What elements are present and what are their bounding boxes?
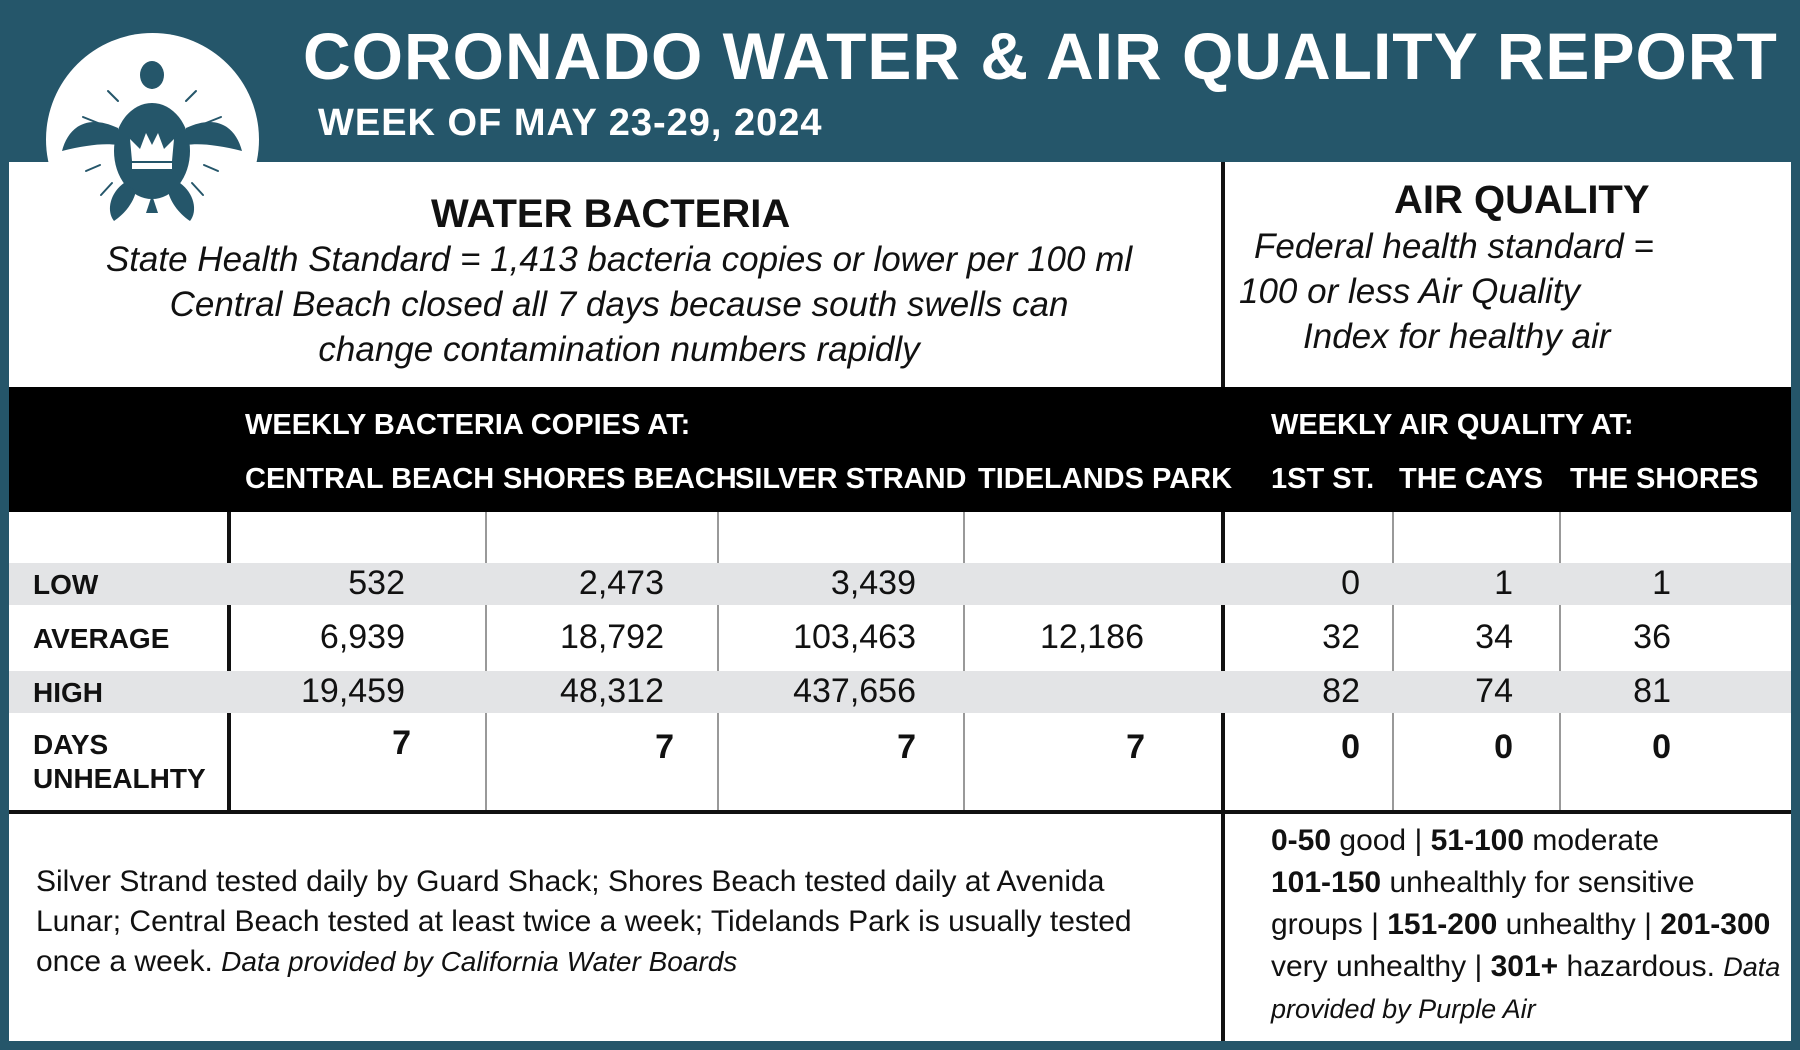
aqi-range-unhealthy: 151-200 — [1387, 908, 1498, 941]
report-panel: WATER BACTERIA State Health Standard = 1… — [9, 162, 1791, 1041]
cell-avg-1st: 32 — [1322, 618, 1360, 656]
aqi-range-moderate: 51-100 — [1430, 824, 1525, 857]
row-label-days-unhealthy: DAYS UNHEALHTY — [33, 728, 206, 796]
cell-high-cays: 74 — [1475, 672, 1513, 710]
col-1st-st: 1ST ST. — [1271, 463, 1375, 495]
turtle-crown-logo — [46, 33, 259, 246]
report-title: CORONADO WATER & AIR QUALITY REPORT — [303, 19, 1778, 93]
air-standard-line3: Index for healthy air — [1303, 317, 1611, 356]
cell-low-shores: 2,473 — [578, 564, 664, 602]
aqi-label-unhealthy: unhealthy | — [1497, 908, 1661, 941]
col-divider-4 — [1392, 512, 1394, 812]
water-standard-text: State Health Standard = 1,413 bacteria c… — [23, 237, 1215, 372]
col-silver-strand: SILVER STRAND — [735, 463, 967, 495]
cell-days-shores: 7 — [655, 728, 674, 766]
cell-high-shores: 48,312 — [560, 672, 664, 710]
row-label-days: DAYS — [33, 729, 109, 760]
report-week: WEEK OF MAY 23-29, 2024 — [318, 102, 823, 144]
cell-avg-silver: 103,463 — [793, 618, 916, 656]
cell-avg-tidelands: 12,186 — [1040, 618, 1144, 656]
cell-days-central: 7 — [392, 724, 411, 762]
col-the-shores: THE SHORES — [1570, 463, 1759, 495]
cell-days-silver: 7 — [897, 728, 916, 766]
col-divider-5 — [1559, 512, 1561, 812]
cell-high-shores-air: 81 — [1633, 672, 1671, 710]
col-central-beach: CENTRAL BEACH — [245, 463, 495, 495]
aqi-range-good: 0-50 — [1271, 824, 1332, 857]
col-divider-2 — [717, 512, 719, 812]
water-band-title: WEEKLY BACTERIA COPIES AT: — [245, 409, 691, 441]
col-divider-3 — [963, 512, 965, 812]
cell-low-1st: 0 — [1341, 564, 1360, 602]
low-row-stripe — [9, 563, 1791, 605]
cell-days-tidelands: 7 — [1126, 728, 1145, 766]
row-label-unhealthy: UNHEALHTY — [33, 763, 206, 794]
air-data-source: Data provided by Purple Air — [1271, 952, 1781, 1024]
row-label-average: AVERAGE — [33, 623, 170, 654]
water-data-source: Data provided by California Water Boards — [221, 946, 738, 977]
cell-avg-shores-air: 36 — [1633, 618, 1671, 656]
cell-low-cays: 1 — [1494, 564, 1513, 602]
cell-low-central: 532 — [348, 564, 405, 602]
water-standard-line2: Central Beach closed all 7 days because … — [169, 285, 1069, 324]
cell-days-shores-air: 0 — [1652, 728, 1671, 766]
high-row-stripe — [9, 671, 1791, 713]
cell-high-1st: 82 — [1322, 672, 1360, 710]
aqi-range-very-unhealthy: 201-300 — [1660, 908, 1771, 941]
table-bottom-rule — [9, 810, 1791, 814]
air-standard-text: Federal health standard = 100 or less Ai… — [1239, 224, 1654, 359]
aqi-label-very-unhealthy: very unhealthy | — [1271, 950, 1491, 983]
cell-low-silver: 3,439 — [830, 564, 916, 602]
air-standard-line2: 100 or less Air Quality — [1239, 272, 1581, 311]
cell-avg-cays: 34 — [1475, 618, 1513, 656]
cell-low-shores-air: 1 — [1652, 564, 1671, 602]
aqi-label-hazardous: hazardous. — [1558, 950, 1724, 983]
water-footnote-text: Silver Strand tested daily by Guard Shac… — [36, 865, 1132, 978]
water-heading: WATER BACTERIA — [431, 192, 791, 236]
col-tidelands-park: TIDELANDS PARK — [978, 463, 1233, 495]
turtle-icon — [62, 61, 242, 221]
cell-days-cays: 0 — [1494, 728, 1513, 766]
water-standard-line3: change contamination numbers rapidly — [318, 330, 920, 369]
aqi-label-good: good | — [1331, 824, 1431, 857]
cell-avg-central: 6,939 — [319, 618, 405, 656]
cell-high-central: 19,459 — [301, 672, 405, 710]
cell-avg-shores: 18,792 — [560, 618, 664, 656]
air-standard-line1: Federal health standard = — [1254, 227, 1654, 266]
water-footnote: Silver Strand tested daily by Guard Shac… — [36, 862, 1196, 982]
aqi-label-moderate: moderate — [1524, 824, 1660, 857]
aqi-range-hazardous: 301+ — [1490, 950, 1559, 983]
col-divider-1 — [485, 512, 487, 812]
aqi-legend: 0-50 good | 51-100 moderate 101-150 unhe… — [1271, 820, 1781, 1030]
cell-days-1st: 0 — [1341, 728, 1360, 766]
row-label-high: HIGH — [33, 677, 103, 708]
col-the-cays: THE CAYS — [1399, 463, 1543, 495]
water-standard-line1: State Health Standard = 1,413 bacteria c… — [105, 240, 1133, 279]
table-header-band: WEEKLY BACTERIA COPIES AT: CENTRAL BEACH… — [9, 387, 1791, 512]
col-shores-beach: SHORES BEACH — [503, 463, 737, 495]
aqi-range-sensitive: 101-150 — [1271, 866, 1382, 899]
cell-high-silver: 437,656 — [793, 672, 916, 710]
aqi-label-sensitive: unhealthly for sensitive groups | — [1271, 866, 1695, 941]
air-band-title: WEEKLY AIR QUALITY AT: — [1271, 409, 1634, 441]
air-heading: AIR QUALITY — [1394, 178, 1650, 222]
row-label-low: LOW — [33, 569, 99, 600]
